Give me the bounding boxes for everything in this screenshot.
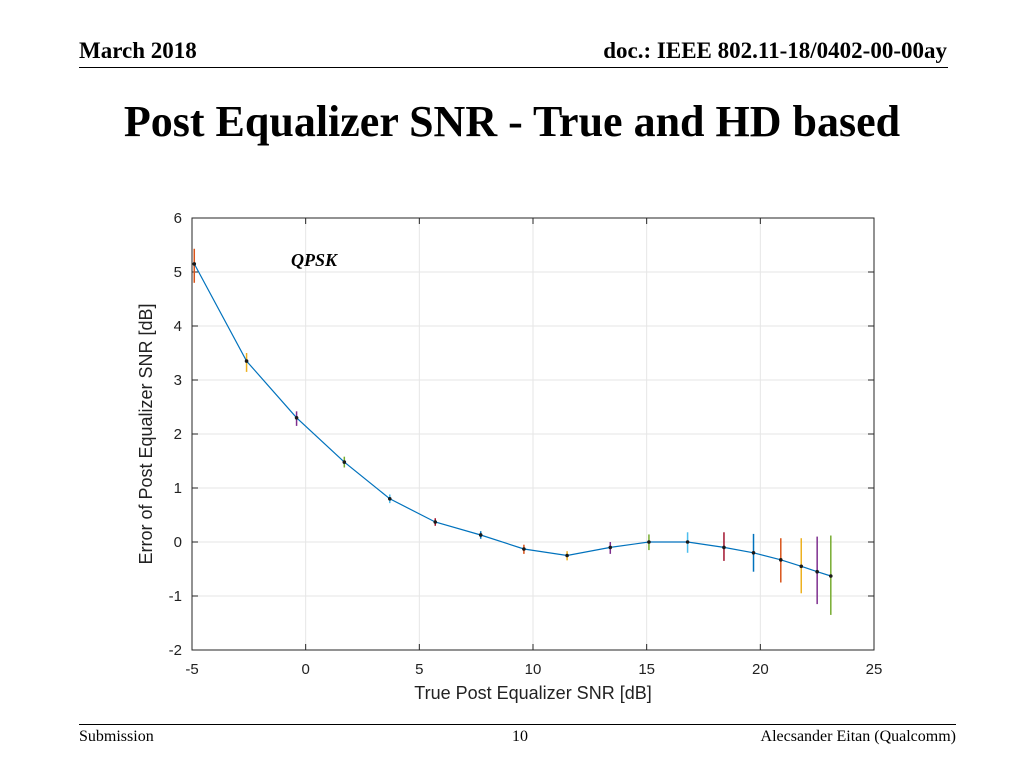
data-point <box>799 564 804 569</box>
x-tick-label: 0 <box>301 661 309 678</box>
header-date: March 2018 <box>79 38 197 63</box>
data-point <box>647 540 651 544</box>
data-point <box>608 545 613 550</box>
y-tick-label: -1 <box>169 588 182 605</box>
data-point <box>722 545 726 550</box>
x-tick-label: 10 <box>525 661 542 678</box>
data-point <box>192 262 197 266</box>
y-axis-label: Error of Post Equalizer SNR [dB] <box>136 303 156 564</box>
x-tick-label: 25 <box>866 661 883 678</box>
data-point <box>829 574 833 578</box>
y-tick-label: 3 <box>174 372 182 389</box>
y-tick-label: 2 <box>174 426 182 443</box>
footer-submission: Submission <box>79 728 154 745</box>
data-point <box>685 540 690 544</box>
y-tick-label: 5 <box>174 264 182 281</box>
footer-author: Alecsander Eitan (Qualcomm) <box>760 728 956 745</box>
axis-ticks: -5 0 5 10 15 20 25 -2 -1 0 1 2 3 4 5 6 <box>169 210 883 678</box>
data-point <box>387 497 392 501</box>
data-point <box>815 569 819 574</box>
header-divider <box>79 67 948 68</box>
y-tick-label: 4 <box>174 318 182 335</box>
data-point <box>565 553 569 558</box>
series-line <box>193 263 831 577</box>
footer-divider <box>79 724 956 725</box>
data-point <box>778 558 783 562</box>
y-tick-label: 1 <box>174 480 182 497</box>
slide-title: Post Equalizer SNR - True and HD based <box>123 97 901 146</box>
data-points <box>192 262 833 578</box>
x-tick-label: 20 <box>752 661 769 678</box>
y-tick-label: 0 <box>174 534 182 551</box>
data-point <box>751 551 756 555</box>
y-tick-label: -2 <box>169 642 182 659</box>
x-tick-label: 15 <box>638 661 655 678</box>
data-point <box>244 359 249 363</box>
x-axis-label: True Post Equalizer SNR [dB] <box>414 683 651 703</box>
data-point <box>433 520 438 524</box>
footer-page-number: 10 <box>512 728 528 745</box>
data-point <box>342 460 347 464</box>
data-point <box>294 416 299 420</box>
modulation-annotation: QPSK <box>291 250 339 270</box>
x-tick-label: -5 <box>185 661 198 678</box>
y-tick-label: 6 <box>174 210 182 227</box>
header-doc-id: doc.: IEEE 802.11-18/0402-00-00ay <box>603 38 947 63</box>
x-tick-label: 5 <box>415 661 423 678</box>
grid-lines <box>192 218 874 650</box>
data-point <box>522 547 526 551</box>
data-point <box>478 533 483 537</box>
